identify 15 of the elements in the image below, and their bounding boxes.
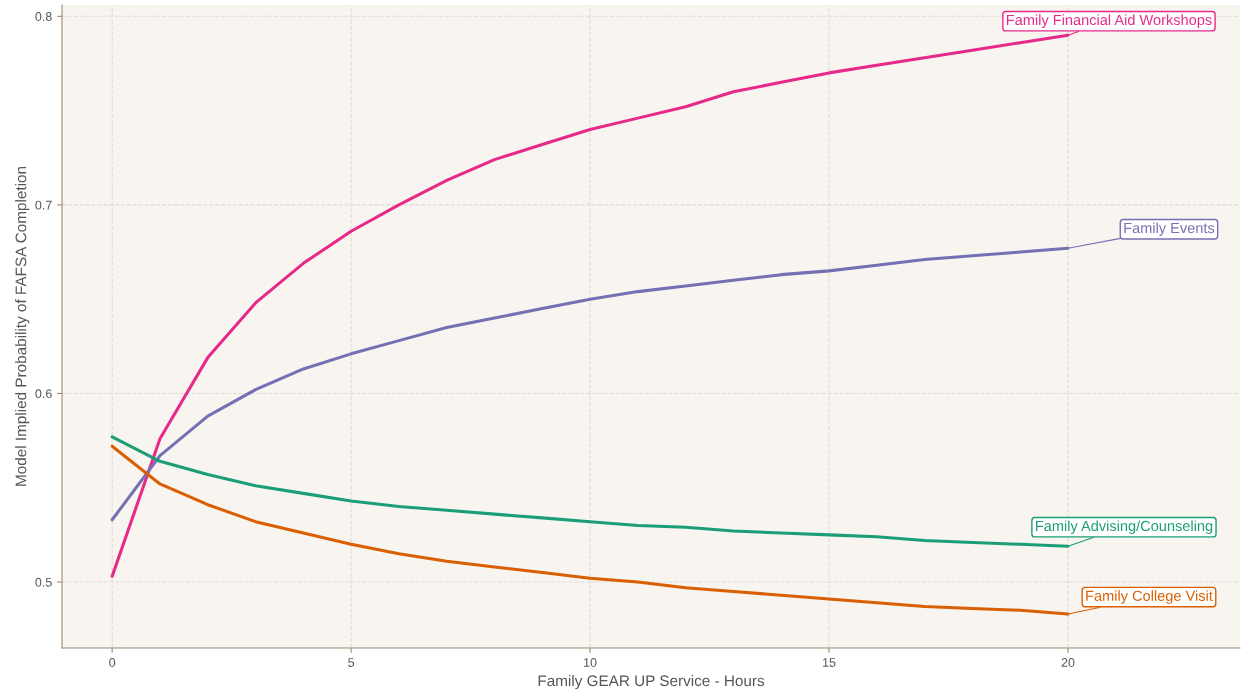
series-label: Family Financial Aid Workshops: [1006, 14, 1212, 28]
y-axis-title: Model Implied Probability of FAFSA Completion: [15, 166, 30, 486]
x-tick-label: 20: [1061, 658, 1075, 667]
series-label: Family Advising/Counseling: [1036, 520, 1213, 534]
y-tick-label: 0.5: [35, 577, 52, 587]
x-tick-label: 15: [823, 658, 836, 667]
x-tick-label: 10: [584, 658, 597, 667]
series-label: Family College Visit: [1086, 590, 1213, 604]
x-axis-title: Family GEAR UP Service - Hours: [538, 674, 765, 690]
y-tick-label: 0.6: [35, 389, 52, 399]
y-tick-label: 0.8: [35, 12, 52, 21]
x-tick-label: 0: [109, 658, 116, 667]
y-tick-label: 0.7: [35, 200, 52, 210]
x-tick-label: 5: [348, 658, 355, 667]
text: Family Events: [1124, 222, 1215, 237]
